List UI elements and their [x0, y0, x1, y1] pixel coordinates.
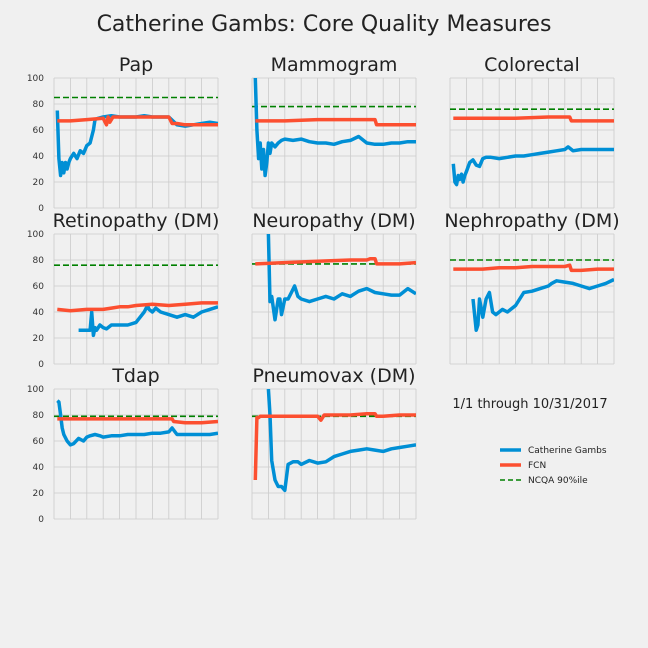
panel-lines [450, 108, 614, 187]
panel-lines [54, 96, 218, 178]
panel-lines [252, 234, 416, 322]
legend-label-fcn: FCN [528, 461, 546, 471]
panel-lines [252, 78, 416, 178]
provider-line [471, 277, 614, 332]
y-tick-label: 0 [38, 360, 44, 370]
y-tick-label: 40 [33, 308, 45, 318]
panel-title: Nephropathy (DM) [444, 210, 619, 232]
panel-title: Pneumovax (DM) [252, 365, 415, 387]
provider-line [56, 399, 218, 447]
panel-lines [54, 399, 218, 447]
panel-title: Pap [119, 54, 153, 76]
panel-lines [252, 389, 416, 493]
y-tick-label: 100 [27, 385, 44, 395]
provider-line [451, 145, 614, 187]
y-tick-label: 0 [38, 515, 44, 525]
panel-colorectal: Colorectal [449, 54, 615, 209]
y-tick-label: 40 [33, 152, 45, 162]
y-tick-label: 100 [27, 74, 44, 84]
panel-pap: 0 20 40 60 80 100 Pap [27, 54, 219, 214]
fcn-line [453, 115, 614, 123]
fcn-line [57, 301, 218, 313]
panel-title: Neuropathy (DM) [252, 210, 415, 232]
y-tick-label: 60 [33, 282, 45, 292]
date-range-note: 1/1 through 10/31/2017 [452, 397, 607, 412]
fcn-line [57, 115, 218, 127]
panel-title: Colorectal [484, 54, 580, 76]
y-tick-label: 100 [27, 230, 44, 240]
panel-pneumovax-dm: Pneumovax (DM) [251, 365, 417, 520]
panel-title: Mammogram [271, 54, 398, 76]
panel-nephropathy-dm: Nephropathy (DM) [444, 210, 620, 365]
provider-line [253, 78, 416, 178]
y-tick-label: 80 [33, 100, 45, 110]
y-tick-label: 20 [33, 489, 45, 499]
panel-lines [54, 264, 218, 338]
y-tick-label: 80 [33, 256, 45, 266]
panel-tdap: 0 20 40 60 80 100 Tdap [27, 365, 219, 525]
fcn-line [255, 256, 416, 266]
fcn-line [57, 417, 218, 425]
panel-mammogram: Mammogram [251, 54, 417, 209]
panel-retinopathy-dm: 0 20 40 60 80 100 Retinopathy (DM) [27, 210, 220, 370]
panel-neuropathy-dm: Neuropathy (DM) [251, 210, 417, 365]
fcn-line [453, 263, 614, 273]
fcn-line [255, 117, 416, 127]
panel-title: Tdap [111, 365, 159, 387]
fcn-line [253, 411, 416, 481]
y-tick-label: 20 [33, 334, 45, 344]
panel-title: Retinopathy (DM) [53, 210, 220, 232]
legend-label-provider: Catherine Gambs [528, 446, 607, 456]
y-tick-label: 80 [33, 411, 45, 421]
provider-line [78, 303, 218, 338]
y-tick-label: 20 [33, 178, 45, 188]
provider-line [266, 234, 416, 322]
y-tick-label: 60 [33, 126, 45, 136]
legend: Catherine Gambs FCN NCQA 90%ile [500, 446, 607, 486]
panel-grid: 0 20 40 60 80 100 Pap Mammogram Colorectal 0 20 40 6… [27, 54, 620, 525]
y-tick-label: 60 [33, 437, 45, 447]
legend-label-ncqa: NCQA 90%ile [528, 476, 588, 486]
panel-lines [450, 259, 614, 332]
provider-line [266, 389, 416, 493]
y-tick-label: 40 [33, 463, 45, 473]
y-tick-label: 0 [38, 204, 44, 214]
figure-title: Catherine Gambs: Core Quality Measures [97, 12, 552, 37]
